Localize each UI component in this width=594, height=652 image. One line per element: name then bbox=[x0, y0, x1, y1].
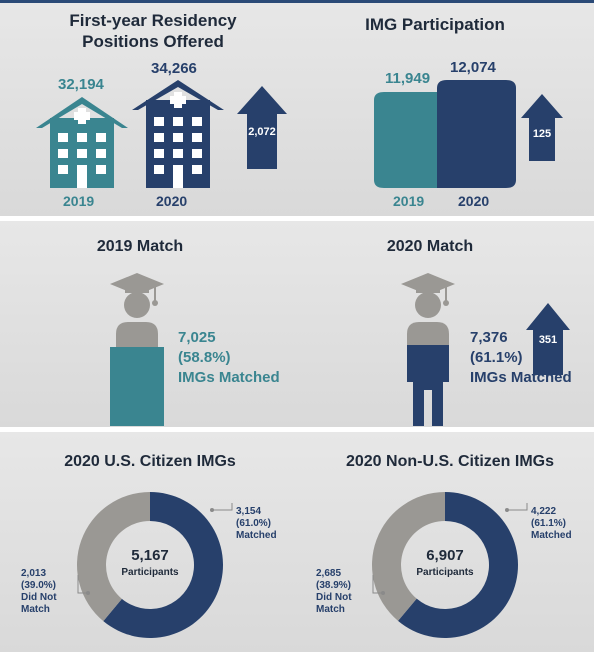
match-2019-pct: (58.8%) bbox=[178, 349, 231, 366]
donut-us-title: 2020 U.S. Citizen IMGs bbox=[64, 453, 236, 470]
donut-nonus-notmatched-label: 2,685 (38.9%) Did Not Match bbox=[316, 568, 352, 616]
img-2019-value: 11,949 bbox=[385, 70, 431, 87]
label-line: Match bbox=[21, 604, 50, 615]
img-2020-value: 12,074 bbox=[450, 59, 496, 76]
match-2019-count: 7,025 bbox=[178, 329, 216, 346]
bar-2019 bbox=[374, 92, 440, 188]
label-line: 3,154 bbox=[236, 506, 262, 517]
residency-2020-value: 34,266 bbox=[151, 60, 197, 77]
img-participation-title: IMG Participation bbox=[365, 15, 505, 34]
up-arrow-icon bbox=[237, 86, 287, 169]
up-arrow-icon bbox=[521, 94, 563, 161]
donut-us-citizen bbox=[76, 492, 233, 638]
band-match bbox=[0, 221, 594, 427]
residency-increase: 2,072 bbox=[248, 126, 276, 138]
donut-nonus-center-label: Participants bbox=[416, 567, 474, 578]
residency-title-line2: Positions Offered bbox=[82, 32, 224, 51]
label-line: Did Not bbox=[21, 592, 57, 603]
donut-slice-not-matched bbox=[76, 492, 150, 622]
graduate-figure-2019 bbox=[110, 273, 164, 426]
leader-dot bbox=[505, 508, 509, 512]
label-line: (61.0%) bbox=[236, 518, 272, 529]
residency-title-line1: First-year Residency bbox=[69, 11, 237, 30]
graduate-figure-2020 bbox=[401, 273, 455, 426]
match-2019-title: 2019 Match bbox=[96, 238, 184, 255]
up-arrow-icon bbox=[526, 303, 570, 375]
donut-us-center-value: 5,167 bbox=[131, 547, 169, 564]
label-line: Matched bbox=[236, 530, 277, 541]
top-rule bbox=[0, 0, 594, 3]
donut-slice-not-matched bbox=[372, 492, 445, 621]
donut-us-notmatched-label: 2,013 (39.0%) Did Not Match bbox=[21, 568, 57, 616]
donut-us-matched-label: 3,154 (61.0%) Matched bbox=[236, 506, 277, 542]
img-2020-year: 2020 bbox=[458, 193, 490, 209]
match-2019-label: IMGs Matched bbox=[178, 369, 280, 386]
img-increase: 125 bbox=[532, 128, 552, 140]
leader-dot bbox=[381, 591, 385, 595]
leader-line bbox=[212, 503, 233, 511]
residency-2020-year: 2020 bbox=[156, 193, 188, 209]
hospital-icon bbox=[132, 80, 224, 188]
donut-nonus-center-value: 6,907 bbox=[426, 547, 464, 564]
match-2020-count: 7,376 bbox=[470, 329, 508, 346]
residency-2019-value: 32,194 bbox=[58, 76, 104, 93]
match-2020-title: 2020 Match bbox=[386, 238, 474, 255]
residency-title: First-year Residency Positions Offered bbox=[40, 10, 266, 52]
leader-line bbox=[507, 503, 528, 511]
label-line: Match bbox=[316, 604, 345, 615]
match-increase: 351 bbox=[538, 334, 558, 346]
donut-nonus-title: 2020 Non-U.S. Citizen IMGs bbox=[345, 453, 555, 470]
donut-non-us-citizen bbox=[372, 492, 528, 638]
bar-2020 bbox=[437, 80, 516, 188]
label-line: Did Not bbox=[316, 592, 352, 603]
residency-2019-year: 2019 bbox=[63, 193, 95, 209]
leader-dot bbox=[210, 508, 214, 512]
img-2019-year: 2019 bbox=[393, 193, 425, 209]
label-line: 2,685 bbox=[316, 568, 342, 579]
label-line: 2,013 bbox=[21, 568, 47, 579]
leader-dot bbox=[86, 591, 90, 595]
leader-line bbox=[372, 575, 383, 594]
label-line: 4,222 bbox=[531, 506, 557, 517]
label-line: (61.1%) bbox=[531, 518, 567, 529]
hospital-icon bbox=[36, 97, 128, 188]
match-2020-stats: 7,376 (61.1%) IMGs Matched bbox=[470, 328, 572, 388]
donut-nonus-matched-label: 4,222 (61.1%) Matched bbox=[531, 506, 572, 542]
match-2020-label: IMGs Matched bbox=[470, 369, 572, 386]
donut-slice-matched bbox=[103, 492, 223, 638]
label-line: (38.9%) bbox=[316, 580, 352, 591]
label-line: (39.0%) bbox=[21, 580, 57, 591]
match-2019-stats: 7,025 (58.8%) IMGs Matched bbox=[178, 328, 280, 388]
leader-line bbox=[77, 575, 88, 594]
label-line: Matched bbox=[531, 530, 572, 541]
match-2020-pct: (61.1%) bbox=[470, 349, 523, 366]
donut-slice-matched bbox=[398, 492, 518, 638]
donut-us-center-label: Participants bbox=[121, 567, 179, 578]
